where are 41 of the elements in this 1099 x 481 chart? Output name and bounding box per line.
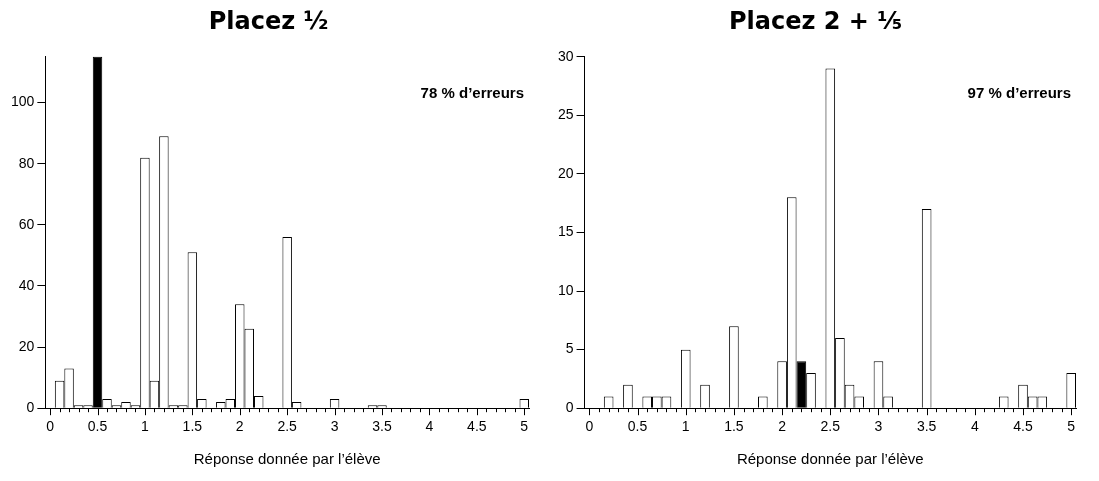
x-tick-label: 0 (46, 418, 55, 435)
x-tick-label: 3.5 (372, 418, 392, 435)
x-tick-label: 1.5 (724, 418, 744, 435)
x-tick-label: 1 (141, 418, 150, 435)
x-tick-label: 0 (585, 418, 594, 435)
x-tick-label: 2 (778, 418, 787, 435)
x-tick-label: 5 (520, 418, 529, 435)
x-tick-label: 5 (1067, 418, 1076, 435)
y-tick-label: 25 (557, 106, 574, 123)
y-tick-label: 15 (557, 223, 574, 240)
x-tick-label: 3 (330, 418, 339, 435)
y-tick-label: 80 (18, 154, 35, 171)
x-tick-label: 4 (970, 418, 979, 435)
x-tick-label: 3.5 (916, 418, 937, 435)
y-tick-label: 60 (18, 215, 35, 232)
y-tick-label: 0 (565, 399, 574, 416)
y-tick-label: 20 (557, 164, 574, 181)
x-tick-label: 2.5 (820, 418, 841, 435)
annotation: 97 % d’erreurs (967, 84, 1071, 102)
y-tick-label: 0 (26, 399, 35, 416)
x-axis-title: Réponse donnée par l’élève (193, 450, 381, 468)
x-tick-label: 2.5 (277, 418, 298, 435)
annotation: 78 % d’erreurs (420, 84, 524, 102)
y-tick-label: 40 (18, 276, 35, 293)
x-tick-label: 1 (681, 418, 690, 435)
x-tick-label: 2 (235, 418, 244, 435)
x-tick-label: 4.5 (1013, 418, 1033, 435)
x-tick-label: 4.5 (467, 418, 487, 435)
chart-title: Placez ½ (208, 6, 329, 35)
y-tick-label: 10 (557, 281, 574, 298)
x-tick-label: 4 (425, 418, 434, 435)
chart-title: Placez 2 + ⅕ (728, 6, 903, 35)
y-tick-label: 100 (11, 93, 35, 110)
x-axis-title: Réponse donnée par l’élève (736, 450, 924, 468)
y-tick-label: 30 (557, 47, 574, 64)
x-tick-label: 0.5 (627, 418, 648, 435)
y-tick-label: 20 (18, 337, 35, 354)
x-tick-label: 1.5 (182, 418, 203, 435)
x-tick-label: 3 (874, 418, 883, 435)
x-tick-label: 0.5 (87, 418, 108, 435)
y-tick-label: 5 (565, 340, 574, 357)
